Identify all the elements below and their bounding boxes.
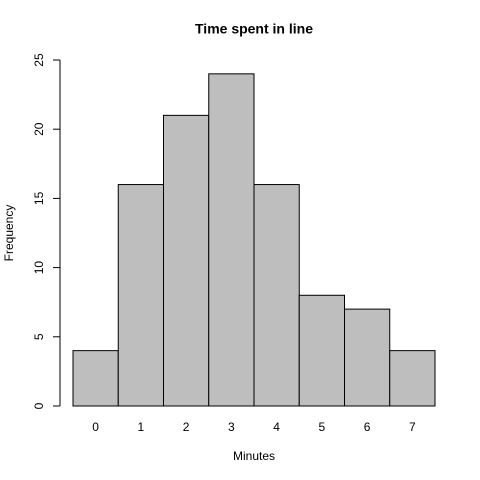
bar bbox=[117, 184, 164, 407]
x-tick-label: 7 bbox=[409, 420, 416, 434]
x-tick-label: 0 bbox=[92, 420, 99, 434]
bar bbox=[72, 350, 119, 407]
bar bbox=[389, 350, 436, 407]
y-tick-label: 15 bbox=[32, 191, 46, 205]
y-tick-label: 10 bbox=[32, 261, 46, 275]
y-axis-label: Frequency bbox=[2, 205, 16, 262]
x-tick-label: 6 bbox=[364, 420, 371, 434]
x-tick-label: 2 bbox=[183, 420, 190, 434]
bar bbox=[163, 114, 210, 407]
y-tick-label: 5 bbox=[32, 333, 46, 340]
y-tick-label: 25 bbox=[32, 53, 46, 67]
x-tick-label: 3 bbox=[228, 420, 235, 434]
bar bbox=[344, 308, 391, 407]
chart-title: Time spent in line bbox=[195, 21, 313, 37]
x-tick-label: 1 bbox=[138, 420, 145, 434]
y-tick-label: 0 bbox=[32, 402, 46, 409]
bar bbox=[208, 73, 255, 407]
bar bbox=[253, 184, 300, 407]
x-axis-label: Minutes bbox=[233, 449, 275, 463]
y-tick-label: 20 bbox=[32, 122, 46, 136]
x-tick-label: 4 bbox=[273, 420, 280, 434]
x-tick-label: 5 bbox=[319, 420, 326, 434]
bar bbox=[298, 294, 345, 407]
